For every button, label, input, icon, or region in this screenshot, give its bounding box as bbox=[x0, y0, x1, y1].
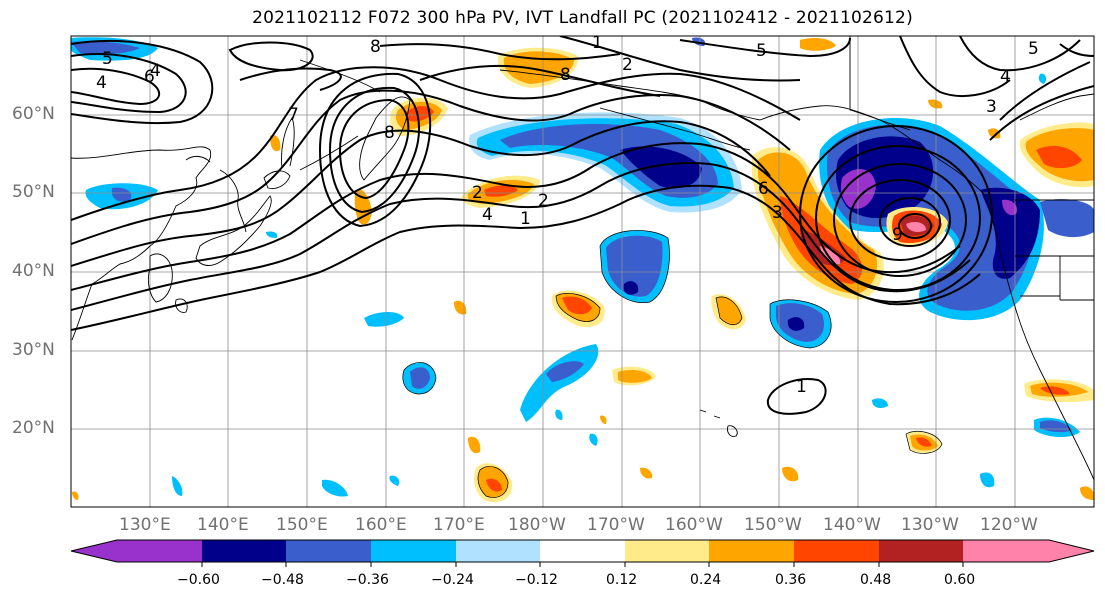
colorbar-outline bbox=[70, 539, 1095, 563]
lon-label: 120°W bbox=[980, 515, 1038, 535]
contour-label: 8 bbox=[370, 37, 381, 57]
map-content: 8 5 6 4 7 1 2 8 2 4 1 5 3 4 6 2 8 9 3 5 … bbox=[71, 33, 1094, 507]
colorbar-swatch bbox=[879, 540, 963, 562]
lat-label: 30°N bbox=[12, 340, 55, 360]
colorbar-tick-label: −0.36 bbox=[346, 572, 389, 588]
contour-label: 6 bbox=[144, 67, 155, 87]
colorbar-swatch bbox=[540, 540, 625, 562]
colorbar-tick-label: 0.48 bbox=[860, 572, 892, 588]
contour-label: 5 bbox=[102, 49, 113, 69]
colorbar-swatch bbox=[202, 540, 286, 562]
lon-label: 150°E bbox=[276, 515, 328, 535]
lon-label: 130°E bbox=[119, 515, 171, 535]
colorbar-swatch bbox=[456, 540, 540, 562]
colorbar-swatch bbox=[117, 540, 202, 562]
lon-label: 160°W bbox=[665, 515, 723, 535]
contour-label: 3 bbox=[772, 203, 783, 223]
contour-label: 2 bbox=[472, 183, 483, 203]
lat-label: 60°N bbox=[12, 104, 55, 124]
contour-label: 6 bbox=[758, 179, 769, 199]
contour-label: 3 bbox=[986, 97, 997, 117]
colorbar-extend-min bbox=[71, 540, 117, 562]
contour-label: 2 bbox=[622, 55, 633, 75]
colorbar-swatch bbox=[625, 540, 709, 562]
colorbar-tick-label: −0.60 bbox=[177, 572, 220, 588]
colorbar-tick-label: 0.60 bbox=[944, 572, 976, 588]
contour-label: 1 bbox=[592, 33, 603, 53]
colorbar-swatch bbox=[286, 540, 371, 562]
contour-label: 9 bbox=[892, 225, 903, 245]
lon-label: 150°W bbox=[744, 515, 802, 535]
contour-label: 1 bbox=[520, 209, 531, 229]
colorbar-tick-label: −0.12 bbox=[515, 572, 558, 588]
colorbar-tick-label: −0.48 bbox=[261, 572, 304, 588]
contour-label: 4 bbox=[150, 61, 161, 81]
contour-label: 4 bbox=[482, 205, 493, 225]
map-frame bbox=[70, 35, 1095, 508]
contour-label: 8 bbox=[560, 65, 571, 85]
contour-label: 8 bbox=[384, 123, 395, 143]
colorbar-swatch bbox=[371, 540, 456, 562]
colorbar-tick-label: −0.24 bbox=[431, 572, 474, 588]
lon-label: 170°E bbox=[433, 515, 485, 535]
contour-label: 4 bbox=[96, 73, 107, 93]
colorbar-swatch bbox=[963, 540, 1049, 562]
colorbar-tick-label: 0.24 bbox=[690, 572, 722, 588]
chart-title: 2021102112 F072 300 hPa PV, IVT Landfall… bbox=[252, 8, 913, 28]
ivt-outlines bbox=[402, 230, 943, 498]
lon-label: 170°W bbox=[587, 515, 645, 535]
lon-label: 140°E bbox=[197, 515, 249, 535]
lon-label: 130°W bbox=[901, 515, 959, 535]
lat-label: 40°N bbox=[12, 261, 55, 281]
contour-labels: 8 5 6 4 7 1 2 8 2 4 1 5 3 4 6 2 8 9 3 5 … bbox=[96, 33, 1039, 397]
lon-label: 160°E bbox=[355, 515, 407, 535]
colorbar-tick-label: 0.36 bbox=[775, 572, 807, 588]
colorbar-tick-label: 0.12 bbox=[606, 572, 638, 588]
contour-label: 7 bbox=[288, 105, 299, 125]
pv-contours bbox=[71, 36, 1094, 415]
contour-label: 5 bbox=[1028, 39, 1039, 59]
lon-label: 180°W bbox=[508, 515, 566, 535]
coastlines bbox=[71, 36, 1094, 481]
contour-label: 5 bbox=[756, 41, 767, 61]
lat-label: 50°N bbox=[12, 182, 55, 202]
lat-label: 20°N bbox=[12, 418, 55, 438]
colorbar-swatch bbox=[709, 540, 794, 562]
colorbar-ticks bbox=[201, 562, 964, 567]
colorbar-extend-max bbox=[1049, 540, 1094, 562]
contour-label: 2 bbox=[538, 191, 549, 211]
colorbar bbox=[70, 539, 1095, 567]
contour-label: 4 bbox=[1000, 67, 1011, 87]
lon-label: 140°W bbox=[823, 515, 881, 535]
contour-label: 1 bbox=[796, 377, 807, 397]
colorbar-swatch bbox=[794, 540, 879, 562]
